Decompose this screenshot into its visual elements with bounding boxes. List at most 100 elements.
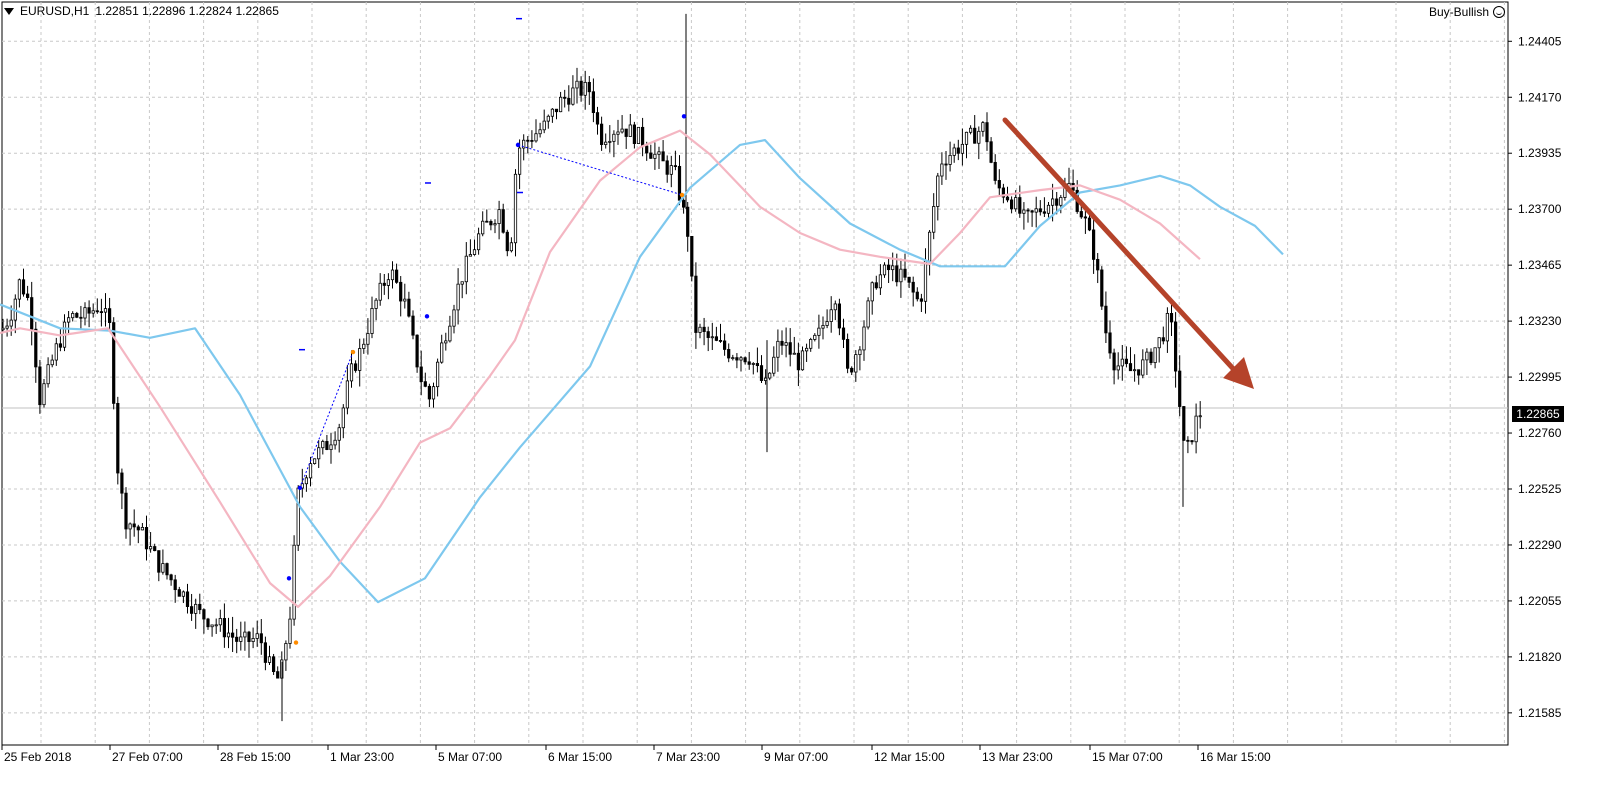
candle-body xyxy=(1133,369,1137,372)
candle-body xyxy=(399,281,403,302)
candle-body xyxy=(891,265,895,271)
candle-body xyxy=(682,199,686,208)
x-tick-label: 12 Mar 15:00 xyxy=(874,750,945,764)
signal-connector xyxy=(517,144,683,196)
candle-body xyxy=(858,349,862,356)
candle-body xyxy=(932,206,936,233)
candle-body xyxy=(563,96,567,99)
candle-body xyxy=(321,441,325,449)
candle-body xyxy=(353,363,358,371)
signal-marker xyxy=(350,349,356,355)
expert-advisor-badge[interactable]: Buy-Bullish xyxy=(1429,3,1505,21)
y-tick-label: 1.23465 xyxy=(1518,258,1562,272)
candle-body xyxy=(530,140,534,142)
candle-body xyxy=(575,80,579,89)
candle-body xyxy=(452,309,456,327)
y-tick-label: 1.22995 xyxy=(1518,370,1562,384)
candle-body xyxy=(91,310,95,314)
candle-body xyxy=(440,342,444,363)
candle-body xyxy=(1018,197,1022,214)
candle-body xyxy=(526,139,530,142)
candle-body xyxy=(435,361,440,388)
candle-body xyxy=(284,643,288,661)
candle-body xyxy=(604,141,608,145)
candle-body xyxy=(25,293,30,298)
candle-body xyxy=(768,372,772,379)
triangle-down-icon[interactable] xyxy=(4,7,14,15)
ma-slow-line xyxy=(0,139,1284,604)
signal-marker xyxy=(286,576,292,581)
candle-body xyxy=(345,380,350,409)
y-tick-label: 1.22290 xyxy=(1518,538,1562,552)
y-tick-label: 1.23230 xyxy=(1518,314,1562,328)
candle-body xyxy=(140,527,144,531)
candle-body xyxy=(1055,198,1059,206)
candle-body xyxy=(329,444,333,450)
candle-body xyxy=(103,308,108,313)
candle-body xyxy=(846,338,850,369)
candle-body xyxy=(444,340,448,344)
candle-body xyxy=(759,365,764,381)
candle-body xyxy=(583,81,587,96)
candle-body xyxy=(764,377,768,381)
candle-body xyxy=(989,141,993,163)
candle-body xyxy=(177,589,181,597)
candle-body xyxy=(370,308,374,334)
candle-body xyxy=(1001,187,1006,198)
candle-body xyxy=(79,316,83,319)
candle-body xyxy=(948,154,952,165)
candle-body xyxy=(153,546,157,552)
candle-body xyxy=(690,235,694,277)
candle-body xyxy=(1087,217,1092,231)
candle-body xyxy=(600,123,604,145)
candle-body xyxy=(1198,415,1202,418)
candle-body xyxy=(788,342,792,355)
candle-body xyxy=(468,254,473,257)
candle-body xyxy=(288,618,292,644)
candle-body xyxy=(1182,406,1186,441)
candle-body xyxy=(362,343,366,349)
candle-body xyxy=(501,209,505,233)
candle-body xyxy=(394,269,399,283)
candle-body xyxy=(776,340,780,358)
current-price-tag: 1.22865 xyxy=(1512,406,1564,422)
candle-body xyxy=(534,133,538,142)
candle-body xyxy=(390,269,395,281)
candle-body xyxy=(952,147,956,156)
candle-body xyxy=(1153,347,1157,364)
candle-body xyxy=(21,279,26,295)
candle-body xyxy=(112,322,116,404)
candle-body xyxy=(1178,370,1182,407)
candle-body xyxy=(1100,269,1104,307)
candle-body xyxy=(887,264,891,271)
x-tick-label: 27 Feb 07:00 xyxy=(112,750,183,764)
candle-body xyxy=(850,367,854,373)
candle-body xyxy=(263,642,268,663)
candle-body xyxy=(206,618,210,628)
candle-body xyxy=(1116,365,1120,371)
candle-body xyxy=(230,632,235,638)
candle-body xyxy=(964,131,969,145)
candle-body xyxy=(165,563,169,576)
candle-body xyxy=(866,300,870,328)
candle-body xyxy=(673,165,678,167)
candle-body xyxy=(513,173,518,244)
candle-body xyxy=(386,279,391,286)
candle-body xyxy=(919,298,924,302)
candle-body xyxy=(136,526,140,531)
candle-body xyxy=(497,209,501,224)
candle-body xyxy=(247,631,251,642)
candle-body xyxy=(325,441,329,450)
candle-body xyxy=(747,361,751,365)
candle-body xyxy=(251,638,255,642)
candle-body xyxy=(95,310,99,313)
candle-body xyxy=(415,334,419,368)
candle-body xyxy=(99,311,103,313)
candle-body xyxy=(108,308,112,323)
candle-body xyxy=(1190,440,1194,443)
candle-body xyxy=(1092,229,1096,260)
candle-body xyxy=(448,325,452,342)
candle-body xyxy=(169,574,173,581)
